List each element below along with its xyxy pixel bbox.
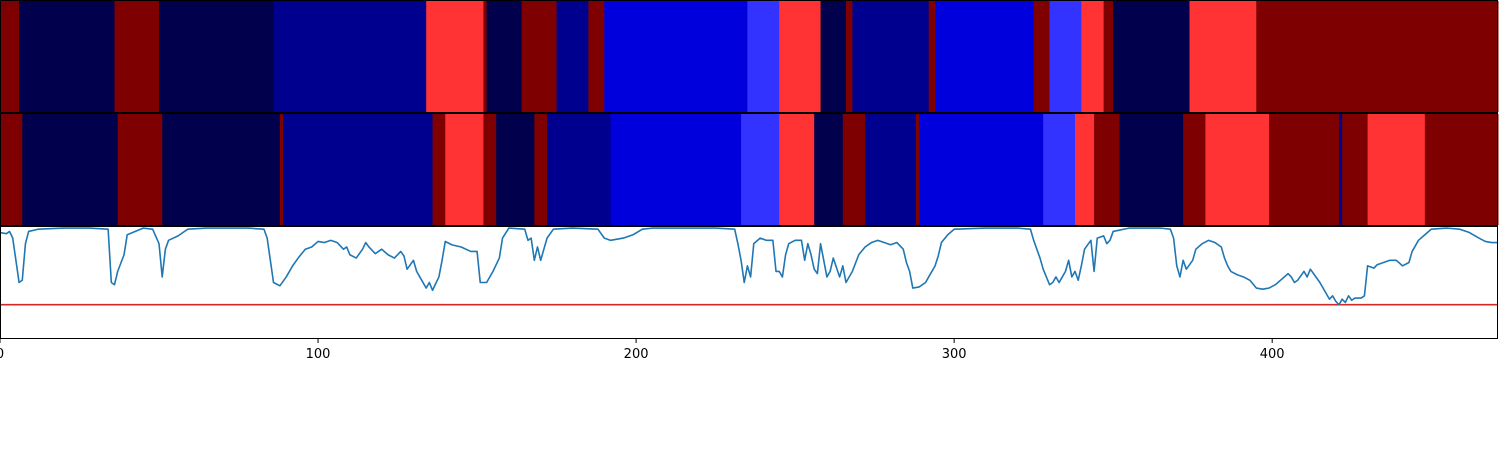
state-segment bbox=[0, 114, 23, 225]
state-segment bbox=[432, 114, 446, 225]
state-segment bbox=[1113, 1, 1190, 112]
state-segment bbox=[1256, 1, 1499, 112]
state-segment bbox=[483, 1, 488, 112]
state-segment bbox=[556, 1, 589, 112]
x-tick-label: 200 bbox=[624, 347, 649, 362]
state-segment bbox=[0, 1, 20, 112]
state-segment bbox=[1367, 114, 1426, 225]
state-segment bbox=[283, 114, 434, 225]
state-segment bbox=[741, 114, 780, 225]
state-segment bbox=[22, 114, 119, 225]
state-segment bbox=[852, 1, 930, 112]
state-segment bbox=[1043, 114, 1076, 225]
state-segment bbox=[1033, 1, 1051, 112]
state-segment bbox=[486, 1, 523, 112]
state-segment bbox=[1424, 114, 1499, 225]
panel-frame bbox=[0, 226, 1498, 339]
state-segment bbox=[814, 114, 844, 225]
state-segment bbox=[114, 1, 160, 112]
x-tick-label: 300 bbox=[942, 347, 967, 362]
x-tick-label: 0 bbox=[0, 347, 4, 362]
state-segment bbox=[273, 1, 427, 112]
state-segment bbox=[521, 1, 558, 112]
state-segment bbox=[928, 1, 936, 112]
state-segment bbox=[846, 1, 853, 112]
x-tick-label: 100 bbox=[306, 347, 331, 362]
state-segment bbox=[747, 1, 780, 112]
state-segment bbox=[1269, 114, 1340, 225]
state-segment bbox=[779, 1, 822, 112]
state-segment bbox=[915, 114, 920, 225]
state-segment bbox=[1183, 114, 1206, 225]
state-segment bbox=[1049, 1, 1082, 112]
x-axis: 0 100 200 300 400 bbox=[0, 338, 1285, 362]
panel-frames bbox=[0, 0, 1498, 339]
state-segment bbox=[1342, 114, 1369, 225]
state-segment bbox=[445, 114, 484, 225]
state-segment bbox=[919, 114, 1044, 225]
state-segment bbox=[547, 114, 612, 225]
state-segment bbox=[279, 114, 284, 225]
state-segment bbox=[1103, 1, 1114, 112]
state-segment bbox=[935, 1, 1035, 112]
x-tick-label: 400 bbox=[1260, 347, 1285, 362]
state-segment bbox=[117, 114, 163, 225]
state-segment bbox=[842, 114, 866, 225]
state-segment bbox=[604, 1, 748, 112]
state-segment bbox=[159, 1, 275, 112]
state-segment bbox=[1338, 114, 1343, 225]
state-segment bbox=[1119, 114, 1184, 225]
state-segment bbox=[588, 1, 605, 112]
state-segment bbox=[1081, 1, 1105, 112]
state-segment bbox=[483, 114, 497, 225]
state-segment bbox=[426, 1, 484, 112]
state-segment bbox=[820, 1, 847, 112]
state-segment bbox=[1189, 1, 1257, 112]
state-segment bbox=[162, 114, 281, 225]
series-line bbox=[0, 227, 1498, 306]
line-panel bbox=[0, 227, 1498, 306]
state-segment bbox=[1075, 114, 1095, 225]
state-segment bbox=[19, 1, 115, 112]
state-segment bbox=[610, 114, 742, 225]
state-row-top bbox=[0, 1, 1499, 112]
state-segment bbox=[865, 114, 917, 225]
state-segment bbox=[1094, 114, 1121, 225]
state-segment bbox=[779, 114, 815, 225]
state-row-bottom bbox=[0, 114, 1499, 225]
panel-frame bbox=[0, 0, 1498, 113]
state-segment bbox=[496, 114, 535, 225]
state-segment bbox=[534, 114, 548, 225]
panel-frame bbox=[0, 113, 1498, 226]
state-segment bbox=[1205, 114, 1270, 225]
